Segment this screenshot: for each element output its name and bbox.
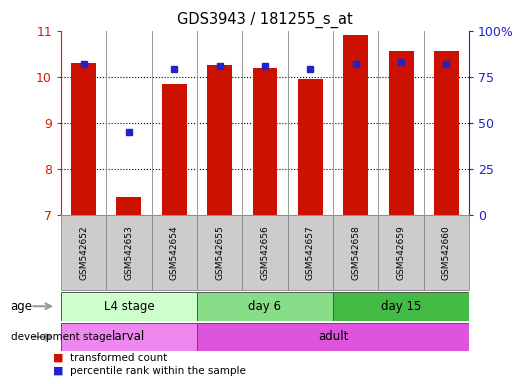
Bar: [434, 51, 459, 215]
Text: ■: ■: [53, 366, 64, 376]
Text: GDS3943 / 181255_s_at: GDS3943 / 181255_s_at: [177, 12, 353, 28]
Text: GSM542657: GSM542657: [306, 225, 315, 280]
Bar: [388, 51, 413, 215]
Text: transformed count: transformed count: [70, 353, 167, 363]
Text: day 6: day 6: [249, 300, 281, 313]
Bar: [252, 68, 278, 215]
Bar: [117, 197, 142, 215]
Bar: [197, 215, 242, 290]
Text: larval: larval: [112, 331, 146, 343]
Bar: [288, 215, 333, 290]
Bar: [207, 65, 232, 215]
Text: day 15: day 15: [381, 300, 421, 313]
Bar: [152, 215, 197, 290]
Bar: [197, 323, 469, 351]
Bar: [333, 292, 469, 321]
Bar: [71, 63, 96, 215]
Text: GSM542656: GSM542656: [261, 225, 269, 280]
Bar: [61, 323, 197, 351]
Bar: [333, 215, 378, 290]
Bar: [242, 215, 288, 290]
Text: adult: adult: [318, 331, 348, 343]
Bar: [423, 215, 469, 290]
Bar: [61, 292, 197, 321]
Text: GSM542654: GSM542654: [170, 225, 179, 280]
Text: ■: ■: [53, 353, 64, 363]
Text: GSM542653: GSM542653: [125, 225, 134, 280]
Text: GSM542655: GSM542655: [215, 225, 224, 280]
Text: percentile rank within the sample: percentile rank within the sample: [70, 366, 246, 376]
Bar: [197, 292, 333, 321]
Bar: [298, 79, 323, 215]
Text: age: age: [11, 300, 33, 313]
Bar: [61, 215, 107, 290]
Text: GSM542652: GSM542652: [79, 225, 88, 280]
Bar: [162, 84, 187, 215]
Bar: [343, 35, 368, 215]
Text: GSM542658: GSM542658: [351, 225, 360, 280]
Text: development stage: development stage: [11, 332, 112, 342]
Bar: [378, 215, 423, 290]
Text: GSM542660: GSM542660: [442, 225, 451, 280]
Text: GSM542659: GSM542659: [396, 225, 405, 280]
Bar: [107, 215, 152, 290]
Text: L4 stage: L4 stage: [104, 300, 154, 313]
